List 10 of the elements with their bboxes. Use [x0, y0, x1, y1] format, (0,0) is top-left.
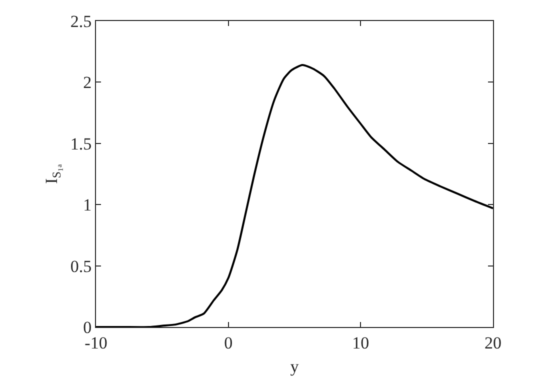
- y-tick-label: 2.5: [70, 12, 92, 31]
- x-tick-label: 20: [484, 333, 502, 352]
- x-tick-label: 0: [224, 333, 233, 352]
- x-tick-label: 10: [352, 333, 370, 352]
- x-axis-title: y: [290, 356, 300, 376]
- line-series: [96, 64, 493, 327]
- y-tick-label: 0.5: [70, 256, 92, 276]
- y-tick-label: 1: [83, 196, 92, 215]
- y-tick-label: 1.5: [70, 134, 92, 154]
- y-tick-label: 2: [83, 73, 92, 92]
